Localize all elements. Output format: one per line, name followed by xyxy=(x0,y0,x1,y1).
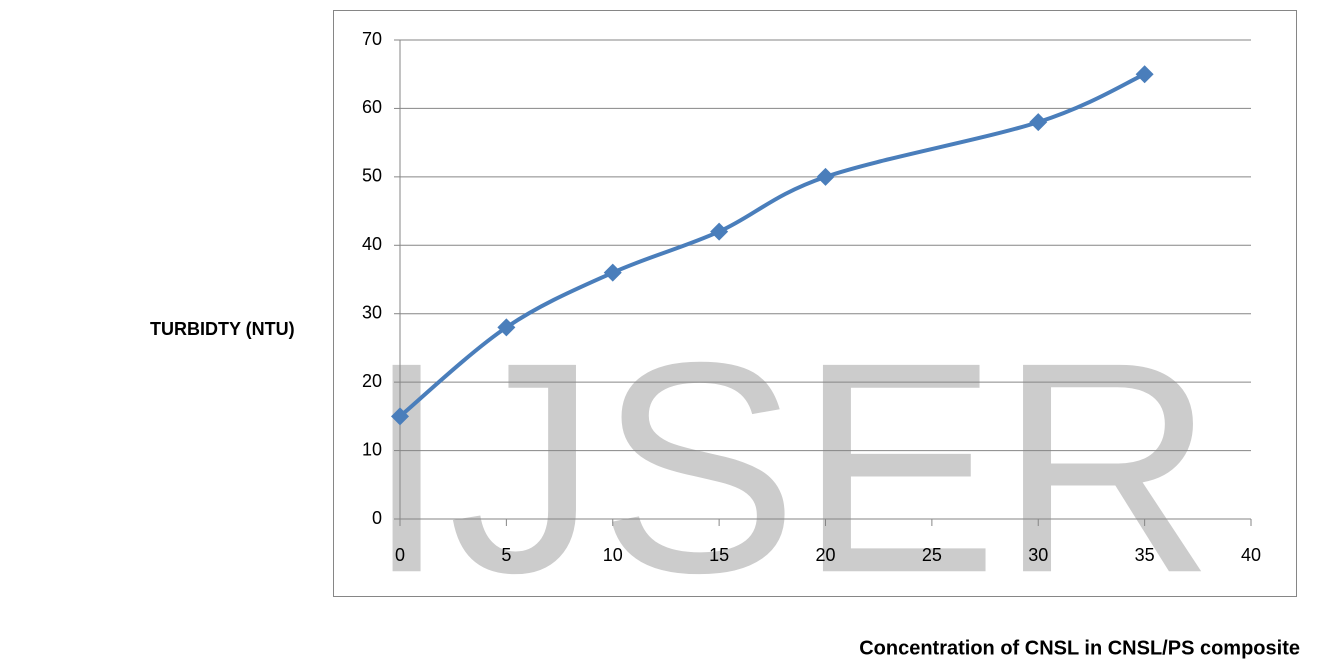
y-tick-label: 60 xyxy=(362,97,382,117)
y-tick-label: 40 xyxy=(362,234,382,254)
data-point xyxy=(816,167,835,186)
x-tick-label: 5 xyxy=(501,545,511,565)
data-point xyxy=(497,318,516,337)
x-tick-label: 10 xyxy=(603,545,623,565)
y-tick-label: 0 xyxy=(372,508,382,528)
y-tick-label: 10 xyxy=(362,439,382,459)
y-tick-label: 20 xyxy=(362,371,382,391)
x-tick-label: 30 xyxy=(1028,545,1048,565)
watermark: IJSER xyxy=(365,299,1215,635)
y-axis-label: TURBIDTY (NTU) xyxy=(150,319,295,339)
x-tick-label: 40 xyxy=(1241,545,1261,565)
y-tick-label: 70 xyxy=(362,29,382,49)
x-tick-label: 25 xyxy=(922,545,942,565)
y-tick-label: 50 xyxy=(362,166,382,186)
x-tick-label: 20 xyxy=(815,545,835,565)
data-point xyxy=(1029,113,1048,132)
data-point xyxy=(710,222,729,241)
x-tick-label: 0 xyxy=(395,545,405,565)
y-tick-label: 30 xyxy=(362,302,382,322)
x-axis-label: Concentration of CNSL in CNSL/PS composi… xyxy=(859,637,1300,659)
data-point xyxy=(603,263,622,282)
x-tick-label: 35 xyxy=(1135,545,1155,565)
x-tick-label: 15 xyxy=(709,545,729,565)
data-point xyxy=(391,407,409,426)
data-point xyxy=(1135,65,1154,84)
chart-frame xyxy=(333,10,1297,597)
